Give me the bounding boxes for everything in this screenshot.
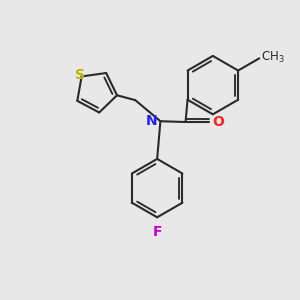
Text: S: S [75, 68, 85, 82]
Text: O: O [213, 115, 225, 129]
Text: CH$_3$: CH$_3$ [261, 50, 284, 65]
Text: F: F [152, 225, 162, 238]
Text: N: N [146, 114, 158, 128]
